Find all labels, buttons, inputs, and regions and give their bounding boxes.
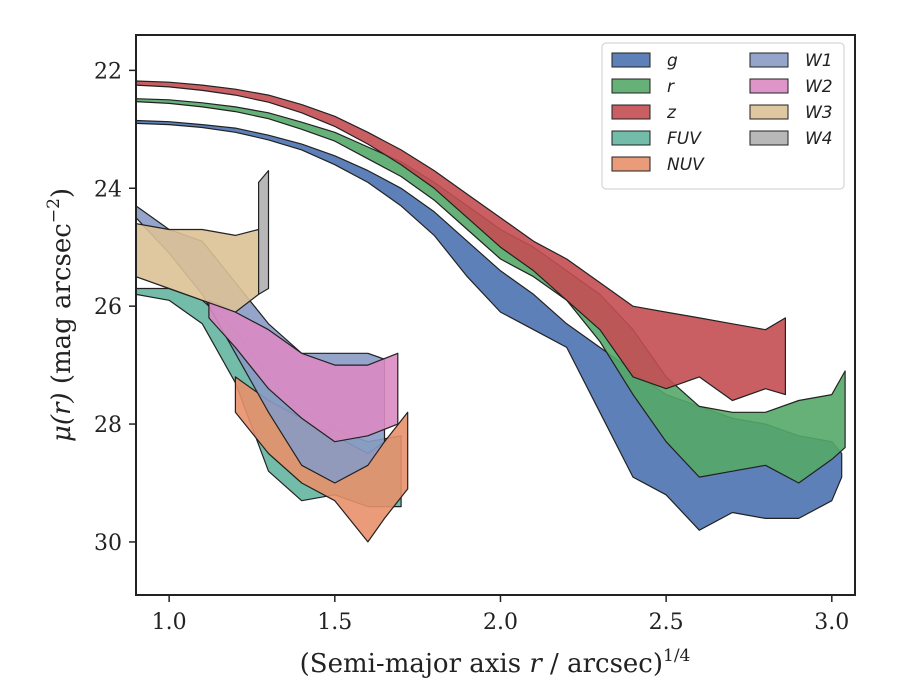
legend-label-nuv: NUV bbox=[667, 155, 705, 175]
series-areas bbox=[136, 80, 846, 543]
legend-swatch-w2 bbox=[749, 78, 789, 94]
y-tick-label: 26 bbox=[94, 295, 122, 320]
legend-swatch-fuv bbox=[611, 130, 651, 146]
x-tick-label: 3.0 bbox=[814, 610, 849, 635]
x-axis-ticks: 1.0 1.5 2.0 2.5 3.0 bbox=[152, 595, 849, 635]
x-axis-label-text: (Semi-major axis bbox=[300, 649, 530, 679]
legend-swatch-nuv bbox=[611, 156, 651, 172]
legend-label-z: z bbox=[666, 103, 677, 123]
x-tick-label: 2.0 bbox=[483, 610, 518, 635]
y-axis-label-mu: μ(r) bbox=[47, 392, 77, 442]
y-axis-ticks: 22 24 26 28 30 bbox=[94, 59, 136, 556]
area-w4 bbox=[258, 170, 270, 295]
legend-swatch-r bbox=[611, 78, 651, 94]
x-axis-label: (Semi-major axis r / arcsec)1/4 bbox=[300, 646, 691, 679]
y-tick-label: 24 bbox=[94, 177, 122, 202]
x-axis-label-italic: r bbox=[529, 649, 543, 679]
legend-swatch-z bbox=[611, 104, 651, 120]
y-tick-label: 30 bbox=[94, 531, 122, 556]
legend-label-r: r bbox=[667, 77, 675, 97]
area-w2 bbox=[208, 299, 399, 443]
legend-label-w3: W3 bbox=[805, 103, 833, 123]
y-axis-label-suffix: ) bbox=[47, 188, 77, 198]
legend-swatch-w4 bbox=[749, 130, 789, 146]
y-axis-label-superscript: −2 bbox=[44, 198, 64, 223]
x-axis-label-superscript: 1/4 bbox=[663, 646, 690, 666]
x-tick-label: 1.5 bbox=[317, 610, 352, 635]
legend: grz FUV NUV W1 W2 W3 W4 bbox=[601, 42, 845, 190]
area-z bbox=[136, 80, 786, 402]
legend-label-w2: W2 bbox=[805, 77, 833, 97]
legend-swatch-w3 bbox=[749, 104, 789, 120]
y-axis-label-text: (mag arcsec bbox=[47, 223, 77, 392]
legend-label-w1: W1 bbox=[805, 51, 833, 71]
x-axis-label-rest: / arcsec) bbox=[542, 649, 663, 679]
legend-label-fuv: FUV bbox=[667, 129, 702, 149]
y-axis-label: μ(r) (mag arcsec−2) bbox=[44, 188, 77, 442]
x-tick-label: 2.5 bbox=[649, 610, 684, 635]
legend-swatch-w1 bbox=[749, 52, 789, 68]
y-tick-label: 22 bbox=[94, 59, 122, 84]
x-tick-label: 1.0 bbox=[152, 610, 187, 635]
legend-swatch-g bbox=[611, 52, 651, 68]
legend-label-g: g bbox=[667, 51, 678, 71]
y-tick-label: 28 bbox=[94, 413, 122, 438]
plot-frame bbox=[135, 34, 856, 596]
legend-label-w4: W4 bbox=[805, 129, 833, 149]
